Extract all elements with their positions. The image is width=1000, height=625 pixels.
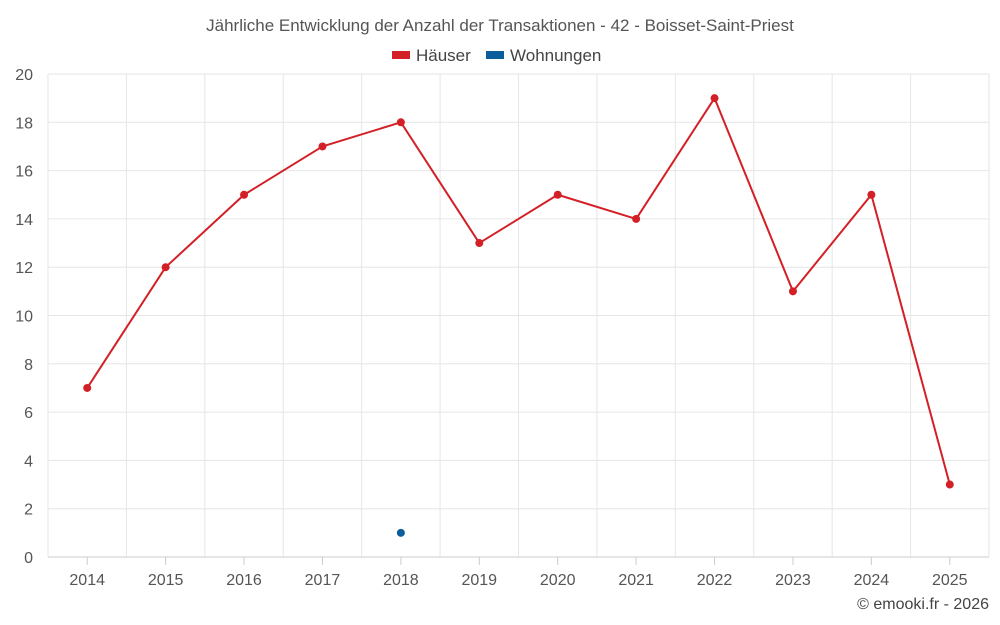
- x-tick-label: 2021: [618, 572, 654, 589]
- grid: [47, 73, 990, 557]
- y-axis-ticks: 0 2 4 6 8 10 12 14 16 18 20: [15, 67, 33, 567]
- y-tick-label: 4: [24, 453, 33, 470]
- series-1-point-2018[interactable]: [396, 528, 405, 537]
- legend-swatch-haeuser: [392, 51, 410, 59]
- series-1: [396, 528, 405, 537]
- y-tick-label: 10: [15, 309, 33, 326]
- x-axis-ticks: 2014 2015 2016 2017 2018 2019 2020 2021 2022 2023…: [69, 557, 968, 589]
- credit-text: © emooki.fr - 2026: [857, 596, 989, 613]
- y-tick-label: 14: [15, 212, 33, 229]
- legend-label-haeuser: Häuser: [416, 46, 471, 65]
- x-tick-label: 2015: [148, 572, 184, 589]
- legend-item-wohnungen[interactable]: Wohnungen: [486, 46, 601, 65]
- x-tick-label: 2019: [461, 572, 497, 589]
- series-0-point-2024[interactable]: [867, 190, 876, 199]
- series-0-point-2025[interactable]: [945, 480, 954, 489]
- x-tick-label: 2017: [305, 572, 341, 589]
- x-tick-label: 2023: [775, 572, 811, 589]
- y-tick-label: 12: [15, 260, 33, 277]
- series-0-point-2017[interactable]: [318, 142, 327, 151]
- x-tick-label: 2018: [383, 572, 419, 589]
- series-0-point-2022[interactable]: [710, 94, 719, 103]
- y-tick-label: 16: [15, 164, 33, 181]
- y-tick-label: 6: [24, 405, 33, 422]
- x-tick-label: 2022: [697, 572, 733, 589]
- y-tick-label: 8: [24, 357, 33, 374]
- series-0-point-2015[interactable]: [161, 263, 170, 272]
- series-0-line: [86, 97, 951, 485]
- series-0-point-2020[interactable]: [553, 190, 562, 199]
- series-layer: [83, 94, 954, 537]
- x-tick-label: 2014: [69, 572, 105, 589]
- series-0: [83, 94, 954, 489]
- y-tick-label: 0: [24, 550, 33, 567]
- y-tick-label: 18: [15, 115, 33, 132]
- y-tick-label: 2: [24, 502, 33, 519]
- x-tick-label: 2024: [854, 572, 890, 589]
- legend: Häuser Wohnungen: [392, 46, 601, 65]
- series-0-point-2016[interactable]: [240, 190, 249, 199]
- x-tick-label: 2020: [540, 572, 576, 589]
- series-0-point-2019[interactable]: [475, 239, 484, 248]
- legend-item-haeuser[interactable]: Häuser: [392, 46, 471, 65]
- series-0-point-2021[interactable]: [632, 214, 641, 223]
- legend-swatch-wohnungen: [486, 51, 504, 59]
- x-tick-label: 2025: [932, 572, 968, 589]
- legend-label-wohnungen: Wohnungen: [510, 46, 601, 65]
- series-0-point-2014[interactable]: [83, 383, 92, 392]
- x-tick-label: 2016: [226, 572, 262, 589]
- chart-title: Jährliche Entwicklung der Anzahl der Tra…: [206, 16, 794, 35]
- series-0-point-2023[interactable]: [788, 287, 797, 296]
- y-tick-label: 20: [15, 67, 33, 84]
- series-0-point-2018[interactable]: [396, 118, 405, 127]
